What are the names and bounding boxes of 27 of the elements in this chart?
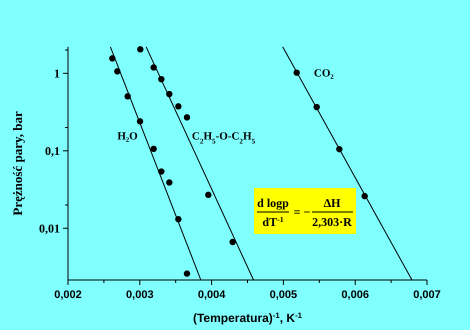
series-label: H₂O [117, 130, 138, 142]
series-label: CO₂ [314, 67, 334, 80]
x-tick-label: 0,007 [413, 289, 441, 301]
point [229, 238, 236, 246]
x-tick-label: 0,004 [198, 289, 226, 301]
annotation: ΔH [324, 196, 342, 210]
x-tick-label: 0,006 [341, 289, 369, 301]
point [137, 46, 144, 53]
annotation: d logp [257, 196, 290, 210]
point [184, 114, 190, 121]
point [166, 179, 173, 186]
annotation: dT$^{-1}$ [262, 214, 284, 229]
annotation: = − [294, 205, 310, 219]
y-tick-label: 0,01 [39, 221, 60, 236]
series-label: C$_{2}$H$_{5}$-O-C$_{2}$H$_{5}$ [192, 130, 256, 146]
x-axis-title: (Temperatura)$^{-1}$, K$^{-1}$ [192, 310, 303, 325]
y-tick-label: 0,1 [45, 144, 60, 158]
y-axis-title: Prężność pary, bar [10, 111, 25, 216]
point [184, 270, 190, 277]
x-tick-label: 0,002 [54, 289, 82, 301]
x-tick-label: 0,005 [270, 289, 298, 301]
y-tick-label: 1 [54, 66, 60, 80]
x-tick-label: 0,003 [126, 289, 154, 301]
point [150, 146, 157, 152]
point [175, 103, 182, 110]
point [205, 192, 212, 198]
annotation: 2,303·R [312, 215, 352, 229]
